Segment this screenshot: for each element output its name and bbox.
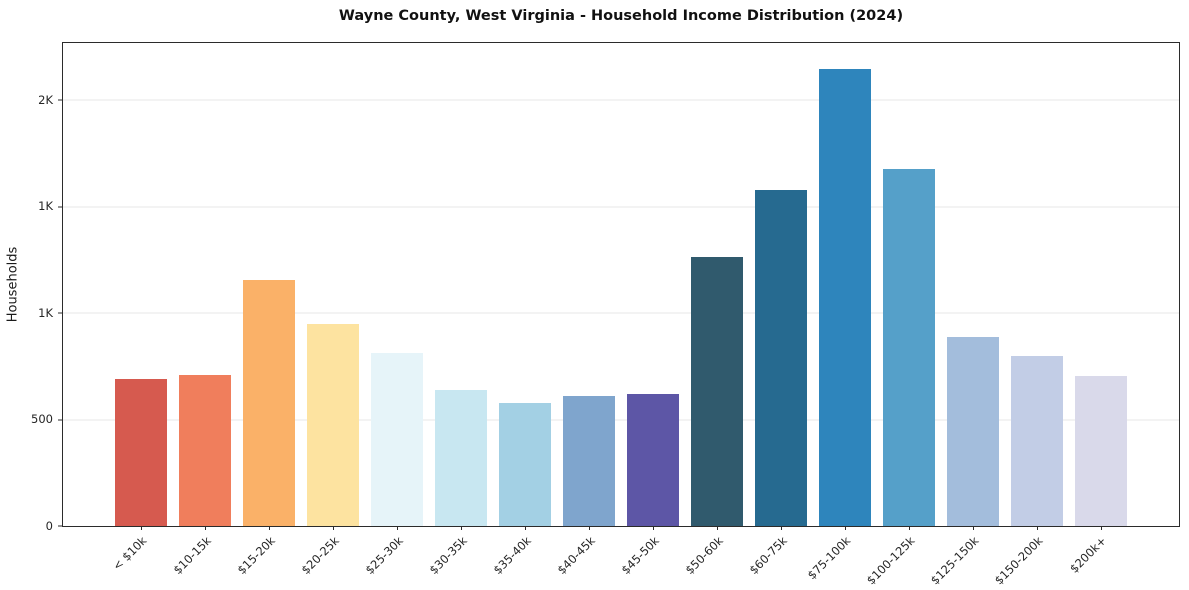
y-tick-label: 2K	[38, 92, 53, 107]
bar-slot: $40-45k	[554, 43, 621, 577]
bar--125-150k	[946, 336, 1000, 526]
x-tick-mark	[205, 526, 206, 530]
gridline	[63, 312, 1179, 314]
x-tick-mark	[397, 526, 398, 530]
bar-slot: $60-75k	[746, 43, 813, 577]
bar--50-60k	[690, 256, 744, 526]
y-tick-mark	[58, 525, 62, 527]
bar--200k+	[1074, 376, 1128, 526]
y-tick-mark	[58, 206, 62, 208]
bars-layer: < $10k $10-15k $15-20k $20-25k $25-30k $30-35…	[63, 43, 1179, 587]
x-tick-label: $75-100k	[804, 533, 854, 583]
y-tick-label: 1K	[38, 199, 53, 214]
x-tick-mark	[653, 526, 654, 530]
x-tick-label: $125-150k	[927, 533, 982, 588]
x-tick-label: $60-75k	[746, 533, 790, 578]
x-tick-mark	[269, 526, 270, 530]
bar--10-15k	[178, 374, 232, 526]
bar-slot: $45-50k	[618, 43, 685, 577]
x-tick-mark	[1037, 526, 1038, 530]
y-tick-mark	[58, 312, 62, 314]
x-tick-mark	[589, 526, 590, 530]
y-tick-mark	[58, 419, 62, 421]
bar--15-20k	[242, 280, 296, 526]
x-tick-mark	[909, 526, 910, 530]
y-tick-label: 0	[45, 518, 53, 533]
bar-slot: $125-150k	[928, 43, 1005, 587]
bar--35-40k	[498, 402, 552, 526]
bar--100-125k	[882, 168, 936, 526]
bar-slot: $35-40k	[490, 43, 557, 577]
x-tick-mark	[973, 526, 974, 530]
bar-slot: $200k+	[1067, 43, 1133, 576]
bar-slot: $50-60k	[682, 43, 749, 577]
y-tick-label: 1K	[38, 305, 53, 320]
x-tick-mark	[141, 526, 142, 530]
x-tick-label: $150-200k	[991, 533, 1046, 588]
gridline	[63, 206, 1179, 208]
y-tick-label: 500	[31, 411, 53, 426]
bar-slot: $100-125k	[864, 43, 941, 587]
bar-slot: $10-15k	[170, 43, 237, 577]
bar--30-35k	[434, 389, 488, 526]
bar-slot: < $10k	[109, 43, 173, 573]
bar--150-200k	[1010, 355, 1064, 526]
plot-area: 0 500 1K 1K 2K < $10k $10-15k $15-20k $20-25k $2…	[31, 42, 1180, 587]
x-tick-mark	[333, 526, 334, 530]
x-tick-mark	[461, 526, 462, 530]
bar--75-100k	[818, 68, 872, 526]
gridline	[63, 419, 1179, 421]
x-tick-mark	[717, 526, 718, 530]
x-tick-label: $35-40k	[490, 533, 534, 578]
x-tick-label: $50-60k	[682, 533, 726, 578]
x-tick-label: $45-50k	[618, 533, 662, 578]
chart-title: Wayne County, West Virginia - Household …	[338, 8, 904, 24]
x-tick-label: $40-45k	[554, 533, 598, 578]
bar-slot: $25-30k	[362, 43, 429, 577]
x-tick-label: $100-125k	[863, 533, 918, 588]
x-tick-label: $25-30k	[362, 533, 406, 578]
bar--10k	[114, 379, 168, 526]
bar--45-50k	[626, 394, 680, 526]
x-tick-label: < $10k	[109, 533, 150, 574]
bar--25-30k	[370, 352, 424, 526]
gridline	[63, 99, 1179, 101]
bar--40-45k	[562, 396, 616, 526]
x-tick-label: $15-20k	[234, 533, 278, 578]
x-tick-label: $20-25k	[298, 533, 342, 578]
y-axis-ticks: 0 500 1K 1K 2K	[9, 43, 63, 531]
x-tick-label: $200k+	[1067, 533, 1110, 576]
bar-slot: $150-200k	[992, 43, 1069, 587]
bar-slot: $20-25k	[298, 43, 365, 577]
bar-slot: $30-35k	[426, 43, 493, 577]
x-tick-mark	[1101, 526, 1102, 530]
x-tick-mark	[781, 526, 782, 530]
x-tick-mark	[525, 526, 526, 530]
bar--60-75k	[754, 189, 808, 526]
y-tick-mark	[58, 99, 62, 101]
x-tick-label: $30-35k	[426, 533, 470, 578]
x-tick-label: $10-15k	[170, 533, 214, 578]
bar--20-25k	[306, 323, 360, 526]
x-tick-mark	[845, 526, 846, 530]
bar-slot: $15-20k	[234, 43, 301, 577]
bar-slot: $75-100k	[805, 43, 877, 582]
